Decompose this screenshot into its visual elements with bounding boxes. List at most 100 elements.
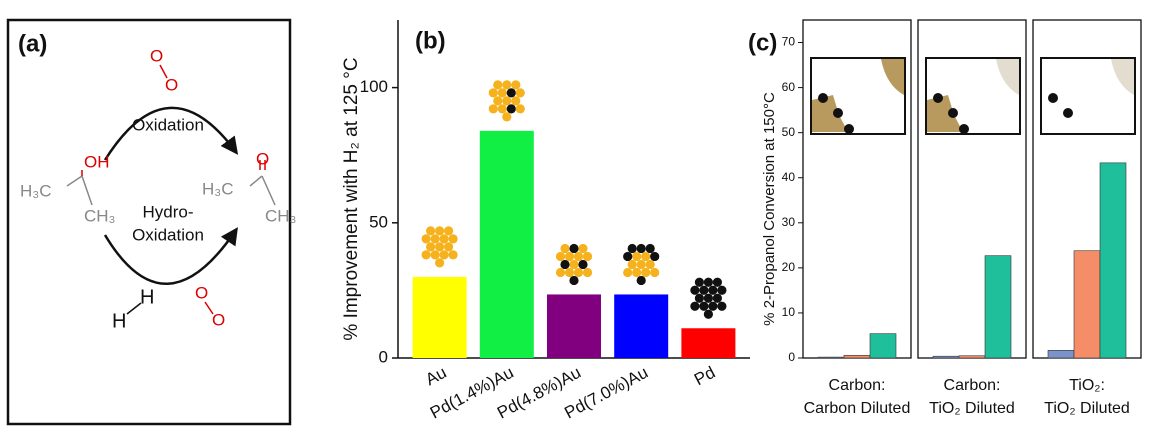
y-tick-label: 50: [369, 212, 388, 231]
bar: [932, 355, 960, 359]
particle-icon: [515, 104, 525, 114]
particle-icon: [444, 242, 454, 252]
panel-label: (a): [18, 30, 47, 57]
particle-icon: [511, 80, 521, 90]
particle-icon: [569, 275, 579, 286]
particle-icon: [844, 124, 854, 134]
y-tick-label: 50: [782, 125, 796, 139]
x-tick-label: TiO₂ Diluted: [1044, 400, 1130, 417]
particle-icon: [555, 251, 566, 262]
particle-icon: [699, 301, 709, 311]
particle-icon: [627, 259, 637, 270]
particle-icon: [703, 309, 714, 319]
particle-icon: [560, 259, 570, 270]
atom-label: O: [165, 75, 178, 94]
step-label: Oxidation: [132, 225, 204, 244]
particle-icon: [569, 259, 579, 270]
particle-icon: [435, 242, 445, 252]
particle-icon: [502, 96, 512, 106]
bar: [1073, 250, 1101, 359]
arrow: [103, 106, 239, 161]
particle-icon: [645, 259, 655, 270]
particle-icon: [694, 277, 705, 287]
y-axis-label: % Improvement with H₂ at 125 °C: [341, 57, 362, 340]
inset-support: [1111, 59, 1134, 95]
atom-label: CH₃: [84, 206, 115, 225]
particle-icon: [426, 242, 436, 252]
particle-icon: [430, 250, 440, 260]
particle-icon: [623, 267, 633, 278]
particle-icon: [623, 251, 633, 262]
y-tick-label: 40: [782, 170, 796, 184]
bar: [547, 294, 601, 358]
x-tick-label: Carbon:: [829, 377, 886, 394]
particle-icon: [712, 277, 723, 287]
particle-icon: [690, 301, 700, 311]
particle-icon: [435, 226, 445, 236]
particle-icon: [493, 96, 503, 106]
y-tick-label: 70: [782, 35, 796, 49]
bar: [817, 356, 845, 359]
x-tick-label: Pd: [691, 363, 718, 390]
panel-a: (a) Oxidation Hydro- Oxidation OH H₃C CH…: [6, 18, 296, 426]
y-tick-label: 20: [782, 260, 796, 274]
particle-icon: [444, 226, 454, 236]
particle-icon: [1063, 108, 1073, 118]
particle-icon: [703, 293, 714, 303]
particle-icon: [690, 285, 700, 295]
particle-icon: [578, 243, 588, 254]
particle-icon: [497, 104, 507, 114]
bar: [1099, 162, 1127, 359]
particle-icon: [497, 88, 507, 98]
particle-icon: [833, 108, 843, 118]
inset-support: [927, 95, 963, 132]
particle-icon: [948, 108, 958, 118]
particle-icon: [502, 80, 512, 90]
particle-icon: [555, 267, 566, 278]
x-tick-label: Carbon Diluted: [804, 400, 911, 417]
particle-icon: [933, 93, 943, 103]
x-tick-label: Au: [422, 363, 449, 390]
particle-icon: [627, 243, 637, 254]
particle-icon: [636, 275, 646, 286]
y-tick-label: 0: [788, 350, 795, 364]
x-tick-label: TiO₂ Diluted: [929, 400, 1015, 417]
particle-icon: [448, 250, 458, 260]
y-tick-label: 60: [782, 80, 796, 94]
atom-label: CH₃: [265, 206, 296, 225]
atom-label: H: [140, 286, 154, 308]
y-axis-label: % 2-Propanol Conversion at 150°C: [761, 92, 778, 326]
y-tick-label: 100: [360, 77, 388, 96]
bar: [614, 294, 669, 358]
particle-icon: [641, 251, 651, 262]
atom-label: O: [195, 283, 208, 302]
arrow: [103, 227, 238, 285]
bar: [412, 276, 467, 358]
y-tick-label: 30: [782, 215, 796, 229]
x-tick-label: TiO₂:: [1069, 377, 1105, 394]
particle-icon: [632, 267, 642, 278]
bar: [869, 333, 897, 359]
particle-icon: [488, 88, 498, 98]
y-tick-label: 10: [782, 305, 796, 319]
particle-icon: [569, 243, 579, 254]
particle-icon: [636, 259, 646, 270]
particle-icon: [959, 124, 969, 134]
particle-icon: [564, 251, 575, 262]
particle-icon: [435, 258, 445, 268]
inset-support: [812, 95, 848, 132]
particle-icon: [717, 301, 727, 311]
atom-label: OH: [84, 152, 110, 171]
particle-icon: [560, 243, 570, 254]
panel-label: (c): [748, 29, 777, 56]
particle-icon: [421, 250, 431, 260]
particle-icon: [421, 234, 431, 244]
atom-label: O: [212, 310, 225, 329]
atom-label: H₃C: [202, 179, 233, 198]
particle-icon: [645, 243, 655, 254]
bar: [479, 130, 534, 358]
atom-label: O: [256, 149, 269, 168]
bar: [1047, 350, 1075, 359]
particle-icon: [506, 104, 516, 114]
particle-icon: [502, 112, 512, 122]
